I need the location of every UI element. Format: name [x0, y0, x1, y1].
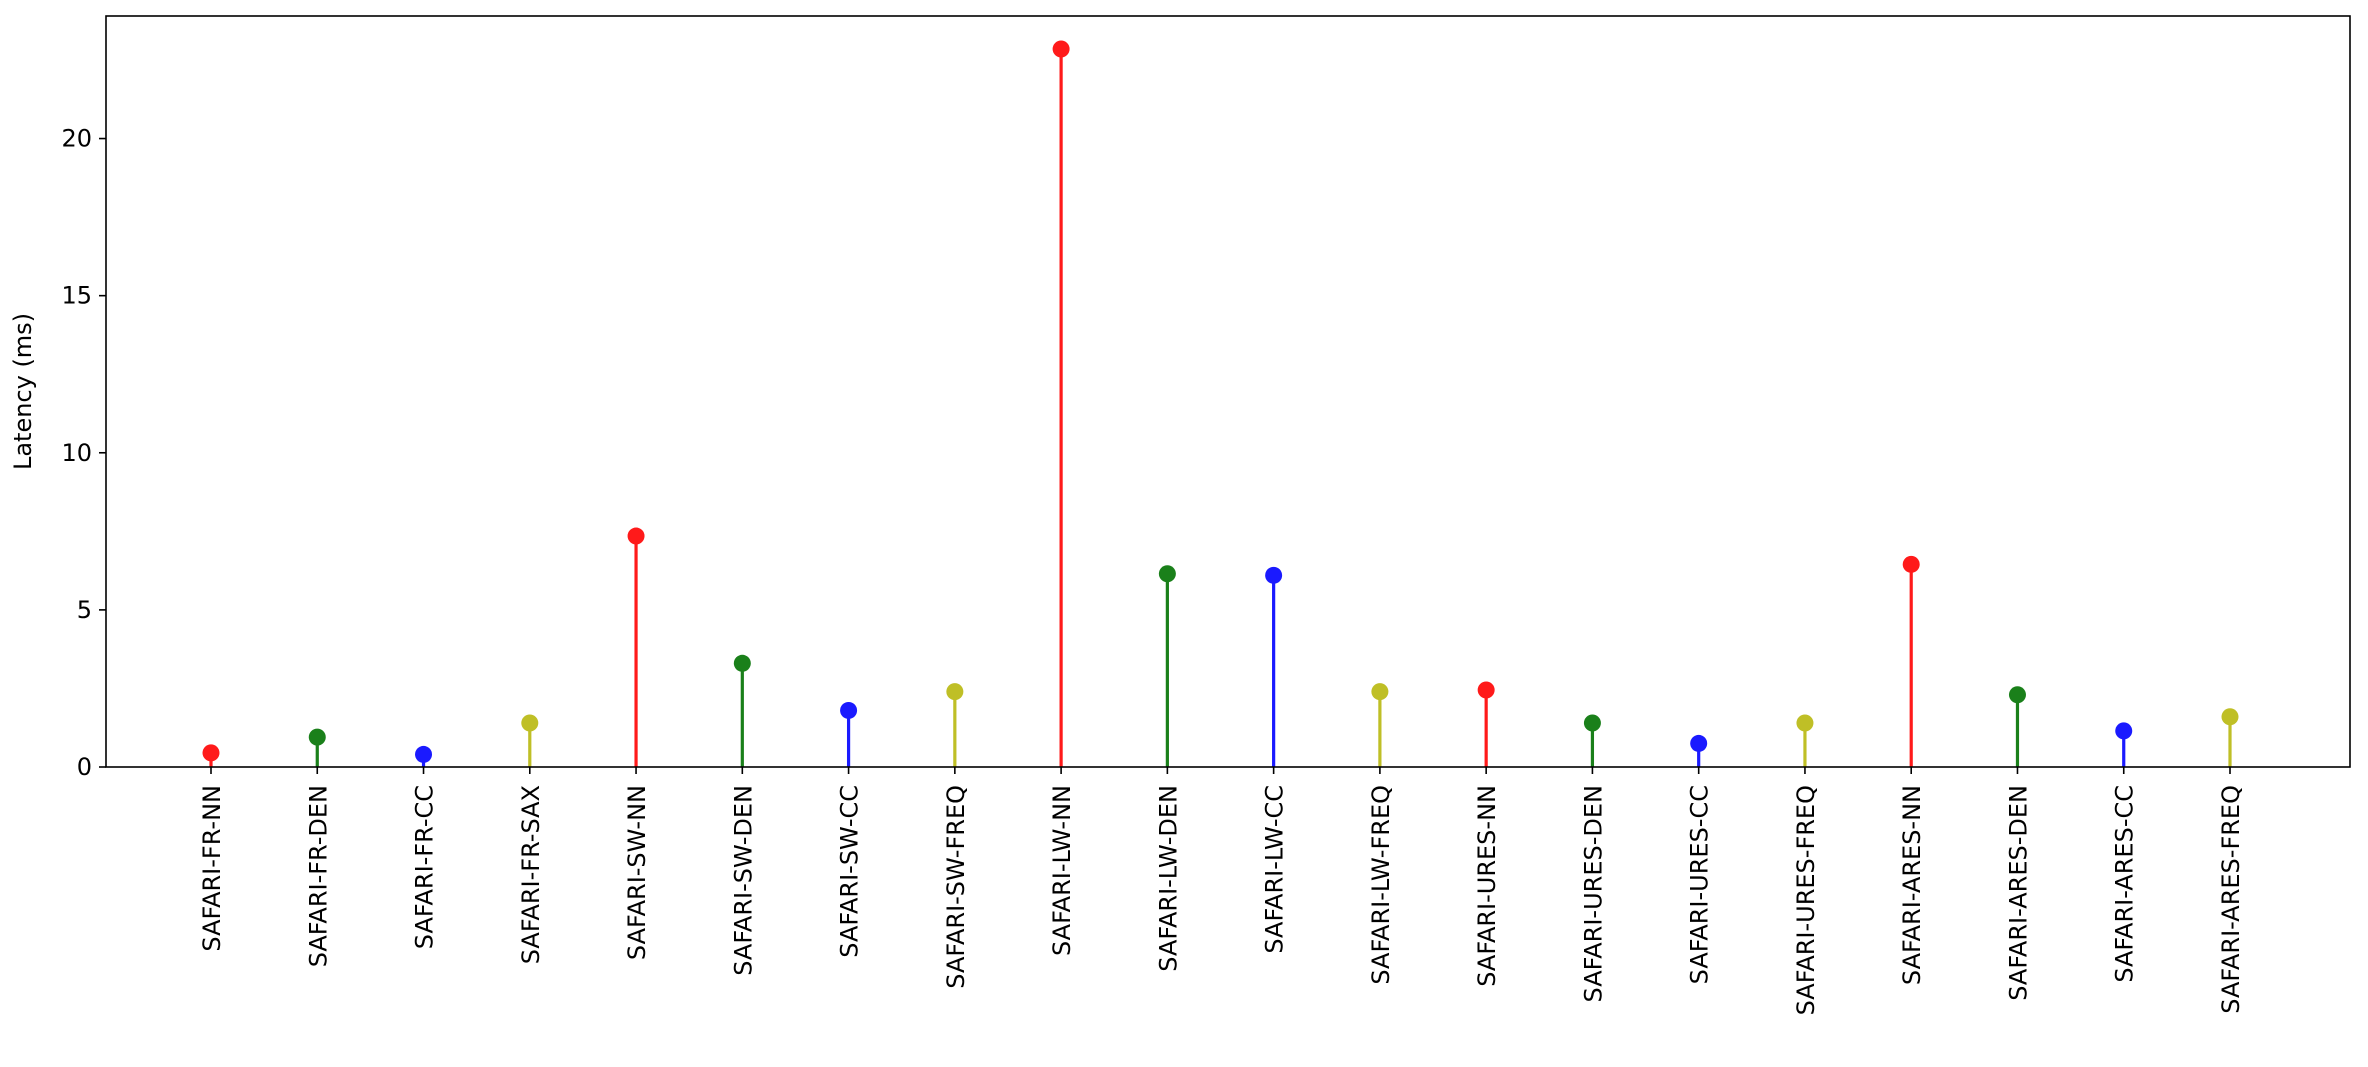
stems-layer	[209, 48, 2232, 767]
x-tick-label: SAFARI-SW-DEN	[729, 785, 757, 976]
data-point	[521, 714, 539, 732]
data-point	[415, 745, 433, 763]
data-point	[1690, 734, 1708, 752]
data-point	[1583, 714, 1601, 732]
x-tick-label: SAFARI-SW-CC	[836, 785, 864, 958]
points-layer	[202, 40, 2239, 763]
x-tick-label: SAFARI-FR-SAX	[517, 785, 545, 964]
plot-frame	[105, 15, 2351, 768]
data-point	[1265, 566, 1283, 584]
data-point	[2115, 722, 2133, 740]
x-tick-label: SAFARI-URES-NN	[1473, 785, 1501, 987]
data-point	[308, 728, 326, 746]
y-axis-label: Latency (ms)	[9, 313, 37, 470]
x-tick-label: SAFARI-URES-CC	[1686, 785, 1714, 984]
data-point	[946, 683, 964, 701]
y-tick-label: 20	[61, 125, 92, 153]
data-point	[2008, 686, 2026, 704]
x-tick-label: SAFARI-URES-DEN	[1579, 785, 1607, 1002]
x-tick-label: SAFARI-SW-NN	[623, 785, 651, 960]
x-tick-label: SAFARI-SW-FREQ	[942, 785, 970, 989]
x-tick-label: SAFARI-ARES-DEN	[2004, 785, 2032, 1001]
x-tick-label: SAFARI-URES-FREQ	[1792, 785, 1820, 1015]
data-point	[1902, 555, 1920, 573]
x-tick-label: SAFARI-LW-NN	[1048, 785, 1076, 956]
x-tick-label: SAFARI-LW-FREQ	[1367, 785, 1395, 985]
x-tick-label: SAFARI-ARES-CC	[2111, 785, 2139, 983]
y-tick-label: 5	[77, 596, 92, 624]
data-point	[202, 744, 220, 762]
y-tick-label: 0	[77, 753, 92, 781]
x-tick-label: SAFARI-FR-NN	[198, 785, 226, 952]
data-point	[733, 654, 751, 672]
x-axis: SAFARI-FR-NN SAFARI-FR-DEN SAFARI-FR-CC SAF…	[198, 767, 2245, 1015]
data-point	[1371, 683, 1389, 701]
x-tick-label: SAFARI-FR-DEN	[304, 785, 332, 967]
data-point	[627, 527, 645, 545]
x-tick-label: SAFARI-LW-DEN	[1154, 785, 1182, 972]
y-tick-label: 10	[61, 439, 92, 467]
x-tick-label: SAFARI-ARES-NN	[1898, 785, 1926, 985]
y-axis: 0 5 10 15 20	[61, 125, 106, 781]
x-tick-label: SAFARI-LW-CC	[1261, 785, 1289, 954]
x-tick-label: SAFARI-ARES-FREQ	[2217, 785, 2245, 1014]
data-point	[840, 701, 858, 719]
x-tick-label: SAFARI-FR-CC	[411, 785, 439, 949]
data-point	[1052, 40, 1070, 58]
data-point	[1477, 681, 1495, 699]
y-tick-label: 15	[61, 282, 92, 310]
data-point	[1796, 714, 1814, 732]
data-point	[1158, 565, 1176, 583]
data-point	[2221, 708, 2239, 726]
